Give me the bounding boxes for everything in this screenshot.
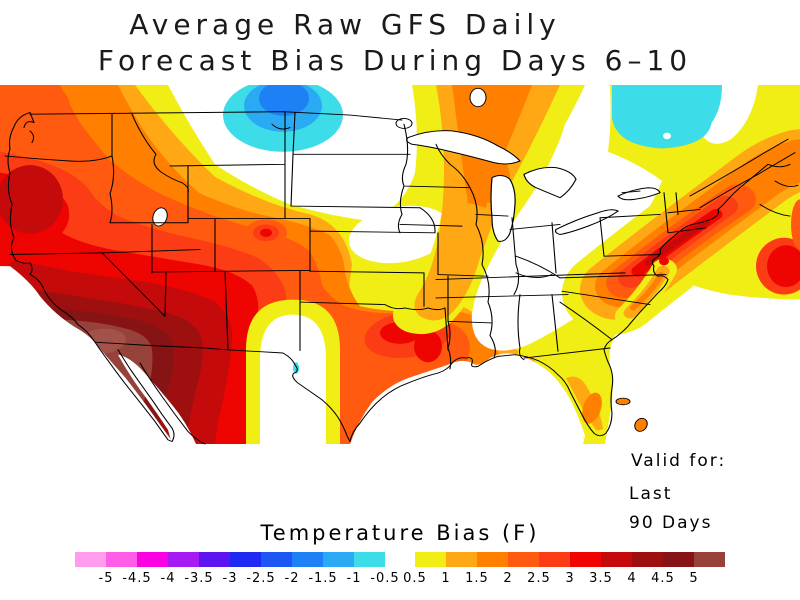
colorbar-pos-label: 4.5 xyxy=(651,571,675,586)
colorbar-neg-segment xyxy=(292,552,323,567)
page-title-line2: Forecast Bias During Days 6–10 xyxy=(97,44,693,77)
colorbar-neg-label: -2.5 xyxy=(246,571,276,586)
colorbar-neg-segment xyxy=(230,552,261,567)
colorbar-neg-label: -3 xyxy=(222,571,238,586)
colorbar-neg-label: -3.5 xyxy=(184,571,214,586)
colorbar-pos-label: 2.5 xyxy=(527,571,551,586)
northeast-warm-blob xyxy=(562,116,800,335)
page-title-line1: Average Raw GFS Daily xyxy=(129,8,561,41)
colorbar-neg-segment xyxy=(106,552,137,567)
islands-and-lakes xyxy=(152,87,648,432)
colorbar-title: Temperature Bias (F) xyxy=(260,521,540,545)
colorbar-neg-label: -1.5 xyxy=(308,571,338,586)
colorbar-pos-label: 0.5 xyxy=(403,571,427,586)
colorbar-pos-label: 3 xyxy=(565,571,575,586)
colorbar-neg-label: -4 xyxy=(160,571,176,586)
colorbar-pos-segment xyxy=(570,552,601,567)
colorbar-neg-segment xyxy=(168,552,199,567)
colorbar-pos-label: 3.5 xyxy=(589,571,613,586)
colorbar-neg-segment xyxy=(137,552,168,567)
colorbar-neg-segment xyxy=(199,552,230,567)
colorbar-neg-label: -1 xyxy=(346,571,362,586)
valid-for-label: Valid for: xyxy=(631,451,727,471)
colorbar-neg-label: -4.5 xyxy=(122,571,152,586)
near-zero-white-layer xyxy=(0,85,800,445)
colorbar-neg-label: -0.5 xyxy=(370,571,400,586)
colorbar-pos-segment xyxy=(415,552,446,567)
colorbar-pos-label: 5 xyxy=(689,571,699,586)
bias-map xyxy=(0,74,800,445)
coastlines-and-borders xyxy=(4,111,799,445)
colorbar-pos-segment xyxy=(694,552,725,567)
colorbar-neg-segment xyxy=(261,552,292,567)
colorbar-pos-segment xyxy=(508,552,539,567)
colorbar-pos-label: 2 xyxy=(503,571,513,586)
colorbar-neg-segment xyxy=(323,552,354,567)
colorbar-pos-label: 1 xyxy=(441,571,451,586)
colorbar: -5 -4.5 -4 -3.5 -3 -2.5 -2 -1.5 -1 -0.5 0.5 1 1.5 2 2.… xyxy=(0,552,800,592)
great-lakes xyxy=(406,130,661,242)
colorbar-neg-segment xyxy=(354,552,385,567)
colorbar-neg-segment xyxy=(75,552,106,567)
colorbar-pos-segment xyxy=(632,552,663,567)
colorbar-neg-label: -5 xyxy=(98,571,114,586)
colorbar-pos-segment xyxy=(446,552,477,567)
colorbar-pos-label: 4 xyxy=(627,571,637,586)
valid-period-line1: Last xyxy=(629,484,673,504)
colorbar-pos-segment xyxy=(663,552,694,567)
maritimes-warm-spots xyxy=(756,199,800,295)
valid-period-line2: 90 Days xyxy=(629,513,713,533)
bias-map-container: Valid for: Last 90 Days xyxy=(0,74,800,533)
colorbar-pos-segment xyxy=(477,552,508,567)
colorbar-pos-segment xyxy=(601,552,632,567)
colorbar-pos-label: 1.5 xyxy=(465,571,489,586)
cold-blobs-layer xyxy=(223,78,722,374)
colorbar-pos-segment xyxy=(539,552,570,567)
colorbar-neg-label: -2 xyxy=(284,571,300,586)
